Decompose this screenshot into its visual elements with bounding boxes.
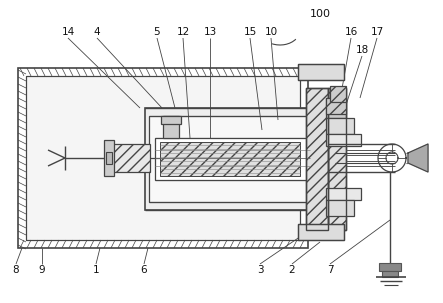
Bar xyxy=(382,271,398,277)
Text: 2: 2 xyxy=(289,265,295,275)
Text: 12: 12 xyxy=(176,27,190,37)
Bar xyxy=(160,142,300,176)
Bar xyxy=(326,118,354,134)
Text: 7: 7 xyxy=(326,265,333,275)
Text: 4: 4 xyxy=(93,27,100,37)
Bar xyxy=(326,134,361,146)
Text: 8: 8 xyxy=(13,265,19,275)
Text: 17: 17 xyxy=(370,27,384,37)
Bar xyxy=(26,76,300,240)
Text: 10: 10 xyxy=(264,27,278,37)
Bar xyxy=(306,88,328,230)
Bar xyxy=(26,76,300,240)
Text: 9: 9 xyxy=(39,265,45,275)
Bar xyxy=(298,64,344,80)
Text: 14: 14 xyxy=(62,27,74,37)
Bar xyxy=(106,152,112,164)
Bar xyxy=(298,64,344,80)
Polygon shape xyxy=(408,144,428,172)
Bar xyxy=(328,88,346,230)
Bar xyxy=(326,98,346,114)
Text: 100: 100 xyxy=(310,9,331,19)
Bar xyxy=(298,224,344,240)
Bar xyxy=(104,140,114,176)
Text: 6: 6 xyxy=(141,265,148,275)
Text: 15: 15 xyxy=(243,27,256,37)
Bar xyxy=(298,224,344,240)
Bar xyxy=(326,200,354,216)
Bar xyxy=(112,144,150,172)
Bar xyxy=(145,108,310,210)
Bar xyxy=(161,116,181,124)
Bar xyxy=(379,263,401,271)
Text: 5: 5 xyxy=(154,27,160,37)
Text: 13: 13 xyxy=(203,27,217,37)
Text: 1: 1 xyxy=(93,265,99,275)
Text: 3: 3 xyxy=(256,265,263,275)
Text: 18: 18 xyxy=(355,45,369,55)
Text: 16: 16 xyxy=(344,27,358,37)
Bar xyxy=(163,116,179,138)
Bar xyxy=(330,86,346,102)
Bar xyxy=(155,138,310,180)
Bar xyxy=(306,88,328,230)
Bar xyxy=(326,98,346,118)
Bar xyxy=(328,88,346,230)
Bar xyxy=(149,116,308,202)
Bar xyxy=(326,188,361,200)
Bar xyxy=(18,68,308,248)
